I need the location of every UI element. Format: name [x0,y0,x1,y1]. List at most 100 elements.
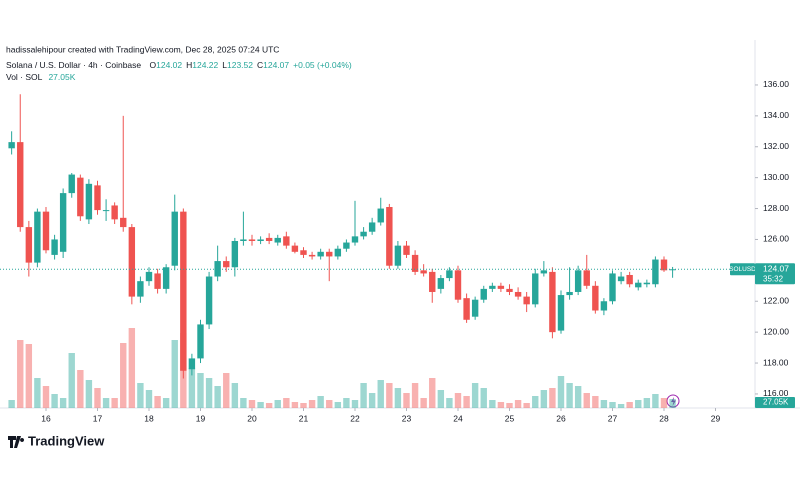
volume-bar [265,403,273,408]
volume-bar [171,340,178,408]
candle-body [368,222,376,232]
x-tick-label: 21 [299,413,309,423]
candle-body [429,271,436,292]
candle-body [248,239,256,241]
candle-body [660,259,668,271]
candle-body [600,301,608,311]
candle-body [68,174,75,194]
volume-bar [609,402,616,408]
candle-body [643,282,651,285]
candle-body [145,271,153,282]
y-tick-label: 120.00 [763,326,789,336]
x-tick-label: 25 [505,413,515,423]
volume-bar [42,386,50,408]
volume-bar [257,402,264,408]
candle-body [205,276,213,325]
volume-bar [626,402,633,408]
volume-bar [308,400,316,408]
volume-bar [154,396,161,408]
volume-bar [592,396,599,408]
candle-body [85,183,93,220]
candle-body [59,193,67,252]
volume-bar [162,398,170,408]
candle-body [223,261,230,268]
x-tick-label: 24 [453,413,463,423]
candle-body [162,267,170,289]
candle-body [188,358,196,370]
volume-title: Vol · SOL [6,72,43,82]
candle-body [420,270,427,274]
candle-body [34,211,41,263]
x-tick-label: 16 [41,413,51,423]
volume-bar [480,388,487,408]
x-tick-label: 22 [350,413,360,423]
ohlc-label: C [257,60,263,70]
volume-tag: 27.05K [763,398,789,407]
logo-icon [8,436,25,448]
candle-body [8,142,15,149]
volume-bar [223,373,230,408]
candle-body [308,254,316,257]
candle-body [592,285,599,311]
candle-body [540,270,548,274]
volume-bar [343,398,350,408]
volume-bar [463,396,470,408]
volume-bar [660,398,668,408]
volume-bar [283,398,290,408]
volume-legend: Vol · SOL 27.05K [6,72,76,82]
candle-body [411,254,419,272]
y-tick-label: 118.00 [763,357,789,367]
volume-bar [506,403,513,408]
countdown: 35:32 [763,274,784,283]
y-tick-label: 130.00 [763,172,789,182]
candle-body [574,270,582,292]
ohlc-value: 123.52 [227,60,253,70]
volume-bar [34,378,41,408]
candle-body [523,296,530,305]
candle-body [609,273,616,302]
volume-bar [583,393,590,408]
volume-bar [557,376,565,408]
volume-bar [205,378,213,408]
candle-body [394,245,402,266]
volume-bar [532,396,539,408]
volume-bar [411,383,419,408]
volume-bar [471,383,479,408]
candle-body [506,288,513,292]
volume-bar [446,398,453,408]
x-tick-label: 28 [659,413,669,423]
volume-bar [274,400,281,408]
candle-body [652,259,659,285]
candle-body [514,291,522,297]
ohlc-value: 124.07 [263,60,289,70]
candle-body [25,227,33,263]
y-tick-label: 136.00 [763,79,789,89]
volume-value: 27.05K [48,72,75,82]
x-tick-label: 27 [608,413,618,423]
candle-body [300,250,307,255]
candle-body [180,211,187,371]
volume-bar [368,393,376,408]
symbol: Solana / U.S. Dollar · 4h · Coinbase [6,60,141,70]
volume-bar [214,386,221,408]
candle-body [137,281,144,297]
volume-bar [25,344,33,408]
candle-body [437,278,445,289]
volume-bar [549,388,556,408]
volume-bar [248,400,256,408]
y-tick-label: 126.00 [763,234,789,244]
volume-bar [17,340,24,408]
volume-bar [386,383,393,408]
candle-body [343,242,350,249]
volume-bar [145,390,153,408]
x-tick-label: 29 [711,413,721,423]
candle-body [403,245,410,255]
volume-bar [360,383,367,408]
candle-body [317,251,324,257]
candle-body [291,245,299,252]
volume-tag-box [755,397,795,408]
candle-body [197,324,204,359]
volume-bar [137,383,144,408]
volume-bar [574,386,582,408]
